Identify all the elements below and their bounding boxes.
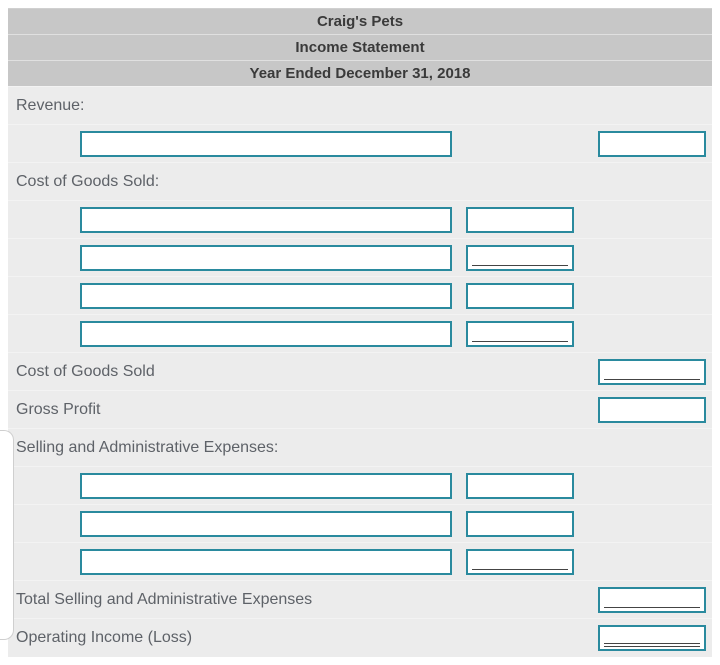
- row-label: Revenue:: [8, 87, 580, 125]
- table-row: Cost of Goods Sold: [8, 353, 712, 391]
- amount-input[interactable]: [598, 625, 706, 651]
- income-statement-table: Craig's Pets Income Statement Year Ended…: [8, 8, 712, 657]
- row-label: Operating Income (Loss): [8, 619, 580, 657]
- description-input[interactable]: [80, 321, 452, 347]
- description-input[interactable]: [80, 549, 452, 575]
- header-title: Income Statement: [8, 35, 712, 61]
- description-input[interactable]: [80, 245, 452, 271]
- table-row: Cost of Goods Sold:: [8, 163, 712, 201]
- amount-input[interactable]: [466, 511, 574, 537]
- header-title-row: Income Statement: [8, 35, 712, 61]
- row-label: Selling and Administrative Expenses:: [8, 429, 580, 467]
- amount-input[interactable]: [466, 321, 574, 347]
- table-row: [8, 239, 712, 277]
- table-row: Revenue:: [8, 87, 712, 125]
- table-row: [8, 505, 712, 543]
- table-row: [8, 277, 712, 315]
- header-company-row: Craig's Pets: [8, 9, 712, 35]
- row-label: Gross Profit: [8, 391, 580, 429]
- amount-input[interactable]: [466, 473, 574, 499]
- description-input[interactable]: [80, 511, 452, 537]
- amount-input[interactable]: [598, 397, 706, 423]
- table-row: Selling and Administrative Expenses:: [8, 429, 712, 467]
- amount-input[interactable]: [466, 283, 574, 309]
- table-row: Operating Income (Loss): [8, 619, 712, 657]
- description-input[interactable]: [80, 473, 452, 499]
- table-row: [8, 543, 712, 581]
- row-label: Cost of Goods Sold:: [8, 163, 580, 201]
- table-row: [8, 315, 712, 353]
- header-period: Year Ended December 31, 2018: [8, 61, 712, 87]
- table-row: Gross Profit: [8, 391, 712, 429]
- amount-input[interactable]: [598, 359, 706, 385]
- table-row: Total Selling and Administrative Expense…: [8, 581, 712, 619]
- description-input[interactable]: [80, 207, 452, 233]
- amount-input[interactable]: [598, 131, 706, 157]
- table-row: [8, 125, 712, 163]
- description-input[interactable]: [80, 283, 452, 309]
- side-tab: [0, 430, 14, 640]
- amount-input[interactable]: [598, 587, 706, 613]
- header-period-row: Year Ended December 31, 2018: [8, 61, 712, 87]
- amount-input[interactable]: [466, 549, 574, 575]
- row-label: Cost of Goods Sold: [8, 353, 580, 391]
- table-row: [8, 201, 712, 239]
- header-company: Craig's Pets: [8, 9, 712, 35]
- amount-input[interactable]: [466, 245, 574, 271]
- row-label: Total Selling and Administrative Expense…: [8, 581, 580, 619]
- description-input[interactable]: [80, 131, 452, 157]
- table-row: [8, 467, 712, 505]
- amount-input[interactable]: [466, 207, 574, 233]
